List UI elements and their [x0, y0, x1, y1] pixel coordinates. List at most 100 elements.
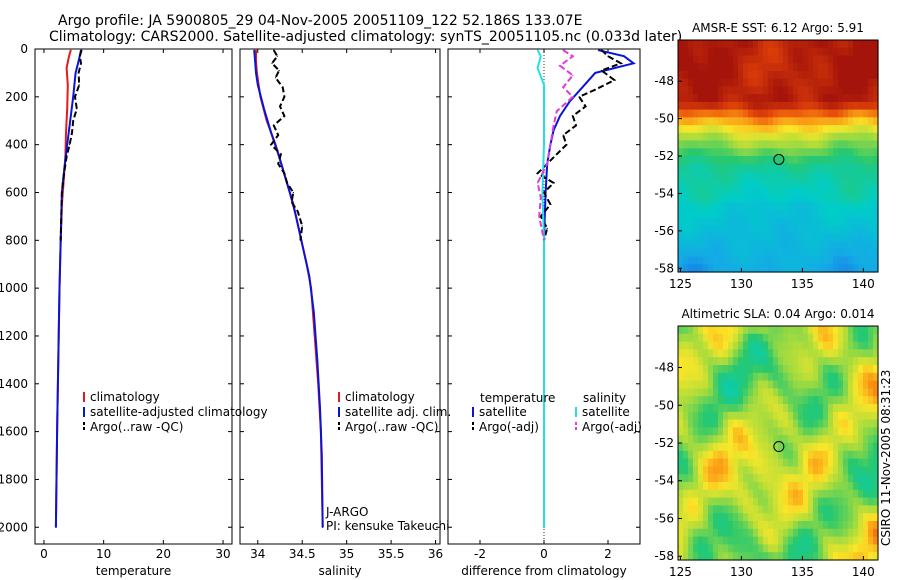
sst_map-heatmap-cell [833, 264, 839, 273]
sst_map-heatmap-cell [818, 140, 824, 149]
sla_map-heatmap-cell [828, 474, 834, 483]
sst_map-heatmap-cell [688, 55, 694, 64]
sla_map-heatmap-cell [698, 411, 704, 421]
sla_map-heatmap-cell [843, 396, 849, 405]
sla_map-heatmap-cell [843, 474, 849, 483]
sst_map-heatmap-cell [863, 55, 869, 64]
sst_map-heatmap-cell [848, 225, 854, 234]
sst_map-heatmap-cell [738, 86, 744, 95]
sst_map-heatmap-cell [783, 148, 789, 157]
sst_map-heatmap-cell [793, 264, 799, 273]
sla_map-heatmap-cell [783, 380, 789, 389]
sst_map-heatmap-cell [763, 163, 769, 172]
sla_map-heatmap-cell [688, 326, 694, 335]
sla_map-heatmap-cell [723, 552, 729, 561]
temp-data-point [64, 167, 66, 170]
sla_map-heatmap-cell [688, 482, 694, 491]
sla_map-heatmap-cell [718, 349, 724, 358]
sst_map-heatmap-cell [763, 202, 769, 211]
sla_map-heatmap-cell [778, 497, 784, 506]
sst_map-ytick-label: -56 [654, 224, 674, 238]
sla_map-heatmap-cell [828, 357, 834, 366]
sst_map-heatmap-cell [798, 117, 804, 126]
sst_map-heatmap-cell [823, 140, 829, 149]
temp-data-point [61, 191, 63, 194]
sla_map-heatmap-cell [698, 474, 704, 483]
sla_map-heatmap-cell [763, 482, 769, 491]
sst_map-heatmap-cell [783, 78, 789, 87]
sst_map-heatmap-cell [728, 241, 734, 250]
sst_map-heatmap-cell [693, 217, 699, 227]
sla_map-heatmap-cell [838, 333, 844, 343]
sst_map-heatmap-cell [738, 132, 744, 142]
sla_map-heatmap-cell [833, 443, 839, 452]
sst_map-heatmap-cell [818, 241, 824, 250]
sst_map-heatmap-cell [703, 171, 709, 180]
sst_map-heatmap-cell [723, 86, 729, 95]
sst_map-heatmap-cell [838, 210, 844, 219]
sla_map-heatmap-cell [718, 458, 724, 467]
sst_map-heatmap-cell [873, 86, 879, 95]
sst_map-heatmap-cell [728, 225, 734, 234]
sst_map-heatmap-cell [688, 125, 694, 134]
sst_map-heatmap-cell [798, 171, 804, 180]
sla_map-heatmap-cell [678, 326, 684, 335]
sla_map-heatmap-cell [708, 435, 714, 444]
sst_map-heatmap-cell [873, 101, 879, 111]
diff-data-point [537, 49, 539, 51]
sst_map-heatmap-cell [768, 63, 774, 72]
diff-data-point [556, 110, 558, 112]
sal-xtick-label: 36 [428, 547, 443, 561]
sla_map-heatmap-cell [683, 521, 689, 530]
sst_map-heatmap-cell [858, 264, 864, 273]
sla_map-heatmap-cell [823, 489, 829, 499]
sst_map-heatmap-cell [713, 248, 719, 258]
sst_map-heatmap-cell [758, 163, 764, 172]
sla_map-heatmap-cell [688, 341, 694, 350]
sla_map-heatmap-cell [843, 349, 849, 358]
sst_map-heatmap-cell [848, 186, 854, 196]
sst_map-heatmap-cell [778, 264, 784, 273]
sla_map-heatmap-cell [698, 333, 704, 343]
sst_map-heatmap-cell [823, 264, 829, 273]
sla_map-heatmap-cell [698, 404, 704, 413]
sla_map-heatmap-cell [728, 419, 734, 428]
sla_map-heatmap-cell [793, 427, 799, 436]
sla_map-heatmap-cell [733, 372, 739, 382]
sst_map-heatmap-cell [738, 117, 744, 126]
sst_map-heatmap-cell [728, 94, 734, 103]
sst_map-heatmap-cell [873, 70, 879, 80]
sla_map-heatmap-cell [863, 365, 869, 374]
sst_map-heatmap-cell [868, 217, 874, 227]
sla_map-heatmap-cell [783, 365, 789, 374]
sla_map-heatmap-cell [748, 435, 754, 444]
sla_map-heatmap-cell [863, 357, 869, 366]
sla_map-heatmap-cell [738, 458, 744, 467]
sla_map-heatmap-cell [828, 521, 834, 530]
sst_map-heatmap-cell [848, 94, 854, 103]
sla_map-heatmap-cell [853, 427, 859, 436]
sst_map-heatmap-cell [723, 132, 729, 142]
sst_map-heatmap-cell [738, 171, 744, 180]
sst_map-heatmap-cell [873, 171, 879, 180]
sla_map-heatmap-cell [818, 357, 824, 366]
sla_map-heatmap-cell [743, 419, 749, 428]
sla_map-heatmap-cell [688, 411, 694, 421]
sla_map-heatmap-cell [783, 521, 789, 530]
sla_map-heatmap-cell [803, 349, 809, 358]
sla_map-heatmap-cell [738, 505, 744, 514]
sla_map-heatmap-cell [713, 380, 719, 389]
sla_map-heatmap-cell [783, 458, 789, 467]
sla_map-heatmap-cell [708, 482, 714, 491]
diff-legend-temp-satellite-label: satellite [479, 405, 527, 419]
sla_map-heatmap-cell [743, 396, 749, 405]
sla_map-heatmap-cell [748, 419, 754, 428]
sla_map-heatmap-cell [833, 341, 839, 350]
sal-data-point [319, 407, 321, 409]
sla_map-heatmap-cell [798, 396, 804, 405]
sst_map-heatmap-cell [818, 217, 824, 227]
sst_map-heatmap-cell [768, 186, 774, 196]
sla_map-heatmap-cell [693, 443, 699, 452]
sst_map-heatmap-cell [848, 78, 854, 87]
sla_map-heatmap-cell [763, 458, 769, 467]
